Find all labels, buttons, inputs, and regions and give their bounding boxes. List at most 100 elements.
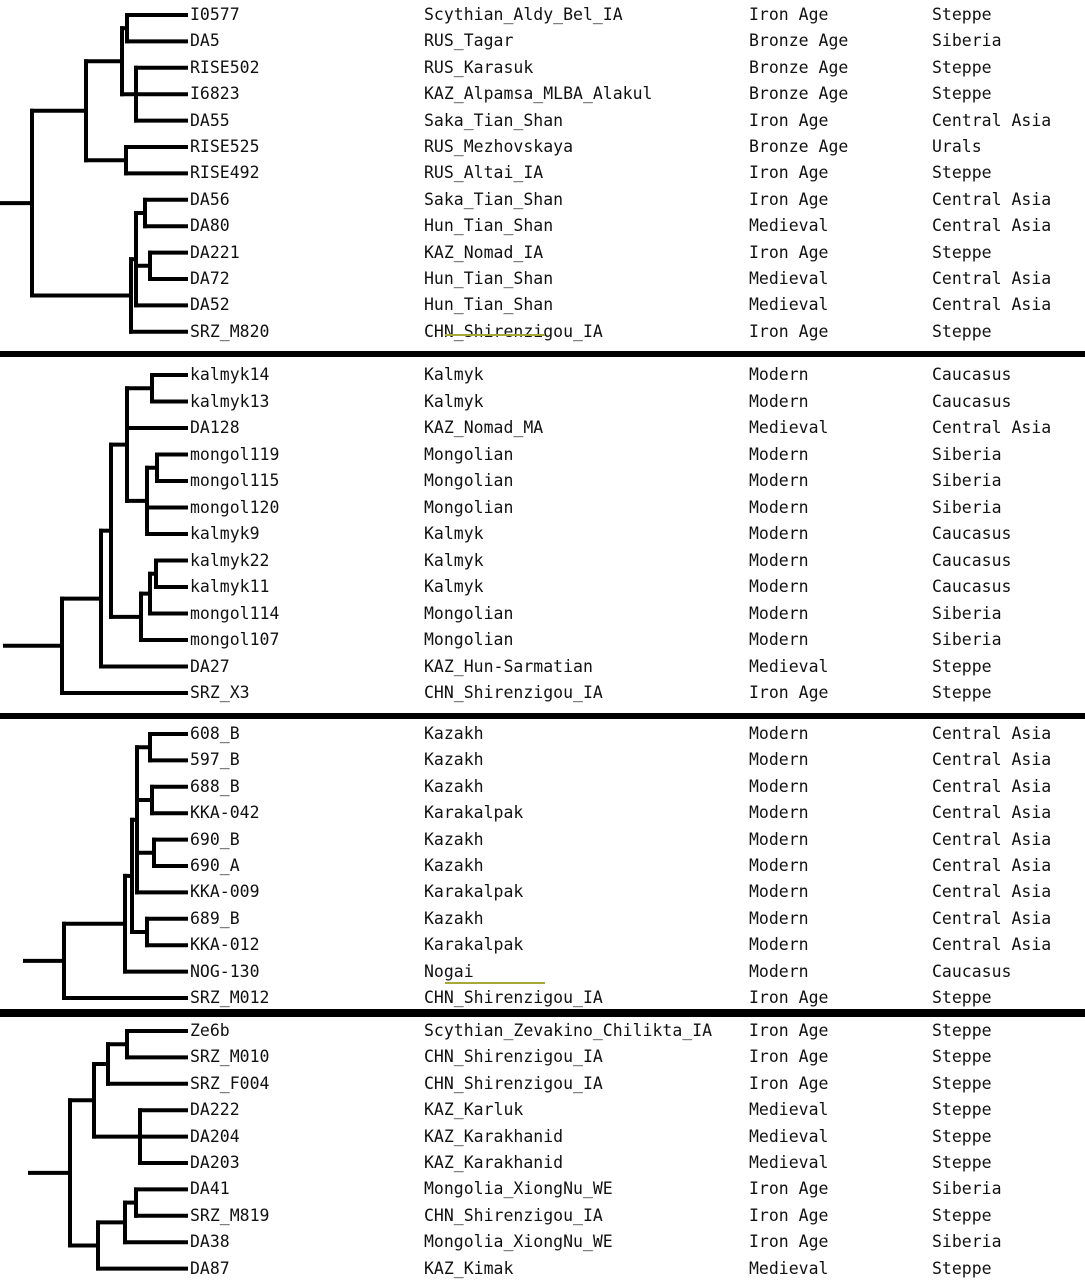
sample-id: SRZ_X3 [190, 683, 250, 702]
table-row: KKA-009 Karakalpak Modern Central Asia [0, 879, 1085, 905]
table-row: NOG-130 Nogai Modern Caucasus [0, 959, 1085, 985]
sample-id: DA221 [190, 242, 240, 262]
table-row: 597_B Kazakh Modern Central Asia [0, 747, 1085, 773]
population-label: CHN_Shirenzigou_IA [424, 988, 603, 1007]
period-label: Modern [749, 524, 809, 543]
table-row: RISE492 RUS_Altai_IA Iron Age Steppe [0, 160, 1085, 186]
table-row: 689_B Kazakh Modern Central Asia [0, 906, 1085, 932]
sample-id: RISE492 [190, 163, 260, 183]
table-row: mongol120 Mongolian Modern Siberia [0, 495, 1085, 521]
population-label: Kazakh [424, 829, 484, 849]
period-label: Iron Age [749, 683, 829, 702]
period-label: Modern [749, 630, 809, 649]
period-label: Medieval [749, 269, 829, 288]
region-label: Central Asia [932, 856, 1052, 875]
sample-id: 608_B [190, 724, 240, 743]
region-label: Steppe [932, 1073, 992, 1093]
sample-id: DA38 [190, 1232, 230, 1252]
population-label: Mongolian [424, 471, 514, 490]
region-label: Siberia [932, 31, 1002, 51]
population-label: Kazakh [424, 908, 484, 928]
table-row: kalmyk14 Kalmyk Modern Caucasus [0, 362, 1085, 388]
region-label: Steppe [932, 988, 992, 1007]
sample-id: mongol114 [190, 603, 280, 623]
period-label: Iron Age [749, 1205, 829, 1225]
population-label: Karakalpak [424, 882, 524, 902]
sample-id: mongol115 [190, 471, 280, 490]
region-label: Steppe [932, 84, 992, 104]
region-label: Central Asia [932, 418, 1052, 437]
population-label: Mongolian [424, 497, 514, 517]
sample-id: 688_B [190, 776, 240, 796]
panel-separator [0, 1009, 1085, 1017]
region-label: Caucasus [932, 961, 1012, 981]
population-label: RUS_Mezhovskaya [424, 137, 574, 156]
sample-id: kalmyk9 [190, 524, 260, 543]
table-row: DA41 Mongolia_XiongNu_WE Iron Age Siberia [0, 1176, 1085, 1202]
period-label: Modern [749, 935, 809, 955]
region-label: Central Asia [932, 269, 1052, 288]
sample-id: DA128 [190, 418, 240, 437]
population-label: Mongolian [424, 444, 514, 464]
sample-id: DA203 [190, 1153, 240, 1172]
sample-id: I0577 [190, 5, 240, 24]
population-label: CHN_Shirenzigou_IA [424, 1047, 603, 1067]
period-label: Modern [749, 882, 809, 902]
table-row: Ze6b Scythian_Zevakino_Chilikta_IA Iron Ag… [0, 1018, 1085, 1044]
region-label: Caucasus [932, 577, 1012, 596]
population-label: CHN_Shirenzigou_IA [424, 321, 603, 341]
region-label: Central Asia [932, 750, 1052, 770]
table-row: RISE502 RUS_Karasuk Bronze Age Steppe [0, 55, 1085, 81]
table-row: mongol119 Mongolian Modern Siberia [0, 442, 1085, 468]
period-label: Iron Age [749, 988, 829, 1007]
population-label: Saka_Tian_Shan [424, 110, 564, 130]
population-label: CHN_Shirenzigou_IA [424, 1205, 603, 1225]
panel-separator [0, 713, 1085, 719]
region-label: Central Asia [932, 110, 1052, 130]
population-label: Kalmyk [424, 524, 484, 543]
population-label: KAZ_Kimak [424, 1258, 514, 1278]
period-label: Modern [749, 550, 809, 570]
table-row: 690_B Kazakh Modern Central Asia [0, 827, 1085, 853]
table-row: 608_B Kazakh Modern Central Asia [0, 721, 1085, 747]
period-label: Modern [749, 750, 809, 770]
period-label: Bronze Age [749, 137, 849, 156]
sample-id: kalmyk14 [190, 365, 270, 384]
region-label: Siberia [932, 444, 1002, 464]
region-label: Central Asia [932, 776, 1052, 796]
table-row: DA222 KAZ_Karluk Medieval Steppe [0, 1097, 1085, 1123]
population-label: Kalmyk [424, 550, 484, 570]
population-label: CHN_Shirenzigou_IA [424, 683, 603, 702]
region-label: Siberia [932, 471, 1002, 490]
region-label: Steppe [932, 163, 992, 183]
region-label: Siberia [932, 1232, 1002, 1252]
region-label: Central Asia [932, 295, 1052, 315]
population-label: Kazakh [424, 724, 484, 743]
sample-id: DA52 [190, 295, 230, 315]
population-label: KAZ_Alpamsa_MLBA_Alakul [424, 84, 653, 104]
population-label: Mongolia_XiongNu_WE [424, 1179, 613, 1199]
period-label: Iron Age [749, 163, 829, 183]
region-label: Steppe [932, 683, 992, 702]
period-label: Modern [749, 497, 809, 517]
period-label: Modern [749, 365, 809, 384]
population-label: Mongolia_XiongNu_WE [424, 1232, 613, 1252]
sample-id: KKA-042 [190, 803, 260, 823]
sample-id: DA80 [190, 216, 230, 236]
sample-id: SRZ_F004 [190, 1073, 270, 1093]
region-label: Steppe [932, 1021, 992, 1040]
region-label: Central Asia [932, 829, 1052, 849]
table-row: SRZ_M012 CHN_Shirenzigou_IA Iron Age Steppe [0, 985, 1085, 1011]
region-label: Caucasus [932, 365, 1012, 384]
table-row: SRZ_F004 CHN_Shirenzigou_IA Iron Age Steppe [0, 1071, 1085, 1097]
sample-id: 690_A [190, 856, 240, 875]
table-row: I6823 KAZ_Alpamsa_MLBA_Alakul Bronze Age St… [0, 81, 1085, 107]
region-label: Urals [932, 137, 982, 156]
period-label: Medieval [749, 1100, 829, 1120]
table-row: 688_B Kazakh Modern Central Asia [0, 774, 1085, 800]
table-row: KKA-042 Karakalpak Modern Central Asia [0, 800, 1085, 826]
population-label: Karakalpak [424, 935, 524, 955]
population-label: Hun_Tian_Shan [424, 295, 554, 315]
population-label: Kalmyk [424, 391, 484, 411]
